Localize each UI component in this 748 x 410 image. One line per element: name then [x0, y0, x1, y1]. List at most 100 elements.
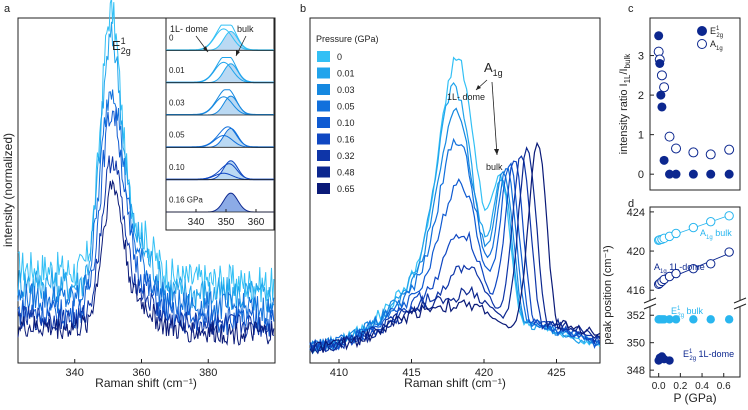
inset-bulk-fill	[166, 160, 274, 180]
panel-c-y-tick-label: 1	[638, 130, 644, 142]
panel-d-x-tick-label: 0.2	[673, 381, 687, 392]
panel-c-legend-e2g-sup: 1	[716, 26, 720, 32]
panel-b-arrow-bulk	[491, 81, 498, 156]
panel-c-point-e2g	[657, 102, 667, 112]
panel-d-label-a1g-bulk-tail: bulk	[713, 228, 733, 238]
panel-d-point-e2g-bulk	[665, 315, 674, 324]
panel-d-point-a1g-dome	[688, 263, 699, 274]
panel-b-series-0.10	[309, 162, 600, 351]
panel-a-peak-main: E	[112, 38, 121, 53]
panel-a-series-0.05	[17, 106, 275, 337]
panel-c-point-e2g	[706, 169, 716, 179]
panel-c-point-e2g	[655, 58, 665, 68]
panel-c-point-a1g	[705, 149, 716, 160]
panel-d-x-tick-label: 0.6	[717, 381, 731, 392]
panel-a-x-tick-label: 380	[199, 367, 217, 379]
panel-b-legend-label: 0.03	[337, 85, 355, 95]
panel-c-points	[653, 31, 735, 179]
panel-c-point-e2g	[659, 155, 669, 165]
panel-d-break-mark-left-2	[643, 303, 657, 310]
panel-c-letter: c	[628, 3, 634, 15]
panel-a-series-0.16	[17, 179, 275, 346]
panel-d-point-a1g-dome	[671, 268, 681, 279]
panel-c-point-e2g	[656, 90, 666, 100]
panel-b-frame	[309, 17, 601, 364]
inset-bulk-fill	[166, 31, 274, 51]
panel-a-chart: 340 360 380 E1 2g Raman shift (cm⁻¹) intens…	[1, 0, 276, 390]
panel-a-peak-sup: 1	[121, 36, 126, 46]
panel-b-legend-label: 0.01	[337, 69, 355, 79]
panel-d-points	[653, 211, 734, 365]
panel-b-legend-swatch	[317, 51, 330, 62]
panel-a-xlabel: Raman shift (cm⁻¹)	[95, 376, 197, 390]
panel-d-label-a1g-dome-tail: 1L-dome	[667, 262, 705, 272]
panel-d-label-e2g-dome-sup: 1	[689, 349, 693, 355]
panel-c-ylabel-main: intensity ratio I	[618, 83, 630, 154]
panel-b-series-0.03	[309, 107, 601, 355]
panel-d-label-e2g-dome-tail: 1L-dome	[696, 349, 734, 359]
panel-a-inset: 0 0.01 0.03 0.05 0.10 0.16 GPa 340 350 360 1L- …	[165, 17, 275, 231]
panel-d-y-tick-label: 424	[627, 207, 645, 219]
panel-c-ylabel: intensity ratio I1L/Ibulk	[618, 53, 632, 155]
panel-b-legend-label: 0.65	[337, 184, 355, 194]
panel-c-legend-a1g: A1g	[710, 39, 723, 52]
panel-b-xlabel: Raman shift (cm⁻¹)	[404, 376, 506, 390]
inset-row-label: 0.16 GPa	[169, 195, 203, 204]
panel-c-legend-e2g-main: E	[710, 26, 716, 36]
panel-b-legend-swatch	[317, 67, 330, 79]
inset-frame	[165, 17, 275, 231]
panel-b-legend-label: 0.10	[337, 118, 355, 128]
panel-d-y-tick-label: 348	[627, 365, 645, 377]
panel-c-point-e2g	[724, 169, 734, 179]
panel-c-y-tick-label: 3	[638, 51, 644, 63]
panel-b-series	[309, 56, 601, 355]
inset-row-label: 0.03	[169, 98, 185, 107]
panel-c-legend-a1g-main: A	[710, 39, 716, 49]
inset-row-label: 0.05	[169, 131, 185, 140]
panel-d-y-tick-label: 350	[627, 338, 645, 350]
inset-x-tick-label: 350	[218, 217, 235, 228]
panel-d-label-e2g-dome: E1 2g 1L-dome	[683, 349, 734, 362]
panel-d-y-tick-label: 416	[627, 285, 645, 297]
panel-d-point-a1g-bulk	[671, 228, 681, 239]
panel-b-series-0.05	[309, 137, 601, 352]
panel-c-ylabel-sub2: bulk	[623, 53, 632, 69]
panel-c-point-a1g	[688, 147, 699, 158]
inset-total-line	[166, 24, 274, 51]
panel-a-series-0.10	[17, 155, 275, 339]
panel-c-legend-marker-e2g	[697, 26, 707, 36]
inset-bulk-fill	[166, 96, 274, 115]
panel-a-x-tick-label: 360	[132, 367, 150, 379]
panel-b-legend: 0 0.01 0.03 0.05 0.10 0.16 0.32 0.48 0.65	[317, 51, 355, 194]
panel-b-arrowhead-dome	[476, 85, 481, 90]
panel-b-legend-swatch	[317, 133, 330, 145]
inset-total-line	[166, 126, 274, 148]
panel-b-legend-label: 0	[337, 52, 342, 62]
panel-d-label-e2g-bulk-sup: 1	[677, 306, 681, 312]
inset-annot-bulk: bulk	[237, 24, 254, 34]
panel-b-x-tick-label: 410	[330, 367, 348, 379]
inset-total-line	[166, 163, 274, 180]
panel-c-ylabel-sub1: 1L	[623, 74, 632, 83]
panel-d-label-e2g-bulk-tail: bulk	[684, 306, 704, 316]
panel-b-x-tick-label: 415	[402, 367, 420, 379]
panel-d-label-a1g-dome: A1g 1L-dome	[654, 262, 705, 275]
panel-c-point-e2g	[654, 31, 664, 41]
panel-c-point-a1g	[659, 82, 670, 93]
panel-b-legend-title: Pressure (GPa)	[316, 34, 379, 44]
panel-d-ylabel: peak position (cm⁻¹)	[602, 245, 614, 344]
panel-d-label-e2g-bulk: E1 2g bulk	[671, 306, 704, 319]
inset-bulk-fill	[166, 128, 274, 148]
panel-a-series-0.01	[17, 21, 275, 313]
inset-bulk-fill	[166, 63, 274, 83]
panel-c-point-a1g	[724, 144, 735, 155]
panel-b-annot-dome: 1L- dome	[447, 92, 485, 102]
panel-c-point-e2g	[671, 169, 681, 179]
panel-b-legend-swatch	[317, 183, 330, 194]
panel-d-point-a1g-bulk	[688, 222, 699, 233]
panel-c-legend-e2g-sub: 2g	[716, 33, 723, 39]
panel-c-frame	[649, 17, 741, 191]
panel-d-x-tick-label: 0.4	[695, 381, 709, 392]
